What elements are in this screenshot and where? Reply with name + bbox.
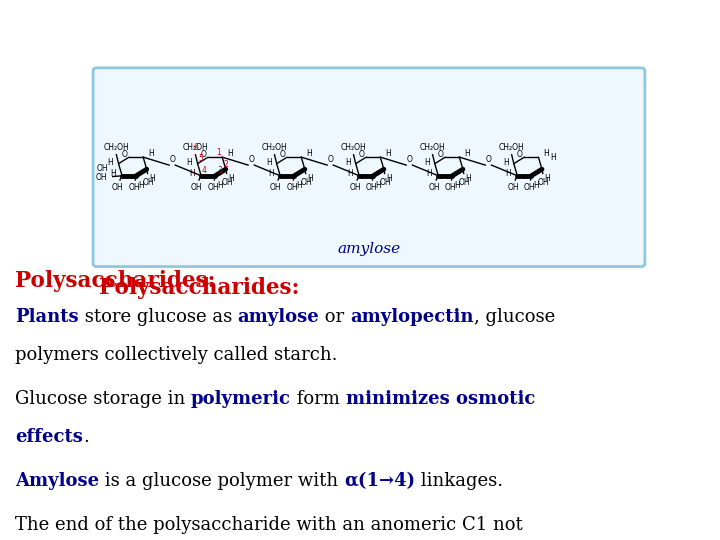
Text: O: O xyxy=(359,150,365,159)
Text: .: . xyxy=(83,428,89,446)
Text: Polysaccharides:: Polysaccharides: xyxy=(99,276,300,299)
Text: OH: OH xyxy=(270,184,282,192)
Text: H: H xyxy=(534,181,539,190)
Text: α(1→4): α(1→4) xyxy=(344,472,415,490)
Text: is a glucose polymer with: is a glucose polymer with xyxy=(99,472,344,490)
Text: The end of the polysaccharide with an anomeric C1 not: The end of the polysaccharide with an an… xyxy=(15,516,523,534)
Text: CH₂OH: CH₂OH xyxy=(104,143,130,152)
Text: amylose: amylose xyxy=(338,242,400,256)
Text: H: H xyxy=(347,169,353,178)
Text: H: H xyxy=(148,149,154,158)
Text: H: H xyxy=(186,158,192,167)
Text: form: form xyxy=(291,390,346,408)
Text: minimizes osmotic: minimizes osmotic xyxy=(346,390,535,408)
Text: H: H xyxy=(138,181,144,190)
Text: OH: OH xyxy=(523,184,535,192)
Text: Amylose: Amylose xyxy=(15,472,99,490)
Text: H: H xyxy=(149,174,155,183)
Text: amylopectin: amylopectin xyxy=(350,308,474,326)
Text: OH: OH xyxy=(349,184,361,192)
Text: O: O xyxy=(485,156,491,164)
Text: H: H xyxy=(385,149,391,158)
Text: linkages.: linkages. xyxy=(415,472,503,490)
Text: H: H xyxy=(110,169,116,178)
FancyBboxPatch shape xyxy=(93,68,645,267)
Text: O: O xyxy=(122,150,127,159)
Text: amylose: amylose xyxy=(238,308,320,326)
Text: , glucose: , glucose xyxy=(474,308,555,326)
Text: 4: 4 xyxy=(202,166,207,175)
Text: effects: effects xyxy=(15,428,83,446)
Text: O: O xyxy=(517,150,523,159)
Text: O: O xyxy=(406,156,413,164)
Text: H: H xyxy=(108,158,114,167)
Text: O: O xyxy=(438,150,444,159)
Text: OH: OH xyxy=(301,178,312,187)
Text: Plants: Plants xyxy=(15,308,78,326)
Text: 1: 1 xyxy=(217,147,221,157)
Text: H: H xyxy=(268,169,274,178)
Text: H: H xyxy=(464,149,470,158)
Text: polymeric: polymeric xyxy=(191,390,291,408)
Text: H: H xyxy=(550,153,556,161)
Text: 5: 5 xyxy=(199,154,204,163)
Text: H: H xyxy=(307,149,312,158)
Text: CH₂OH: CH₂OH xyxy=(261,143,287,152)
Text: OH: OH xyxy=(112,184,124,192)
Text: OH: OH xyxy=(191,184,202,192)
Text: 2: 2 xyxy=(223,160,228,168)
Text: H: H xyxy=(266,158,271,167)
Text: OH: OH xyxy=(222,178,233,187)
Text: H: H xyxy=(505,169,511,178)
Text: OH: OH xyxy=(379,178,392,187)
Text: Glucose storage in: Glucose storage in xyxy=(15,390,191,408)
Text: O: O xyxy=(280,150,286,159)
Text: H: H xyxy=(544,149,549,158)
Text: OH: OH xyxy=(538,178,549,187)
Text: H: H xyxy=(217,181,223,190)
Text: or: or xyxy=(320,308,350,326)
Text: Polysaccharides:: Polysaccharides: xyxy=(15,270,215,292)
Text: OH: OH xyxy=(428,184,440,192)
Text: H: H xyxy=(376,181,382,190)
Text: OH: OH xyxy=(365,184,377,192)
Text: OH: OH xyxy=(287,184,298,192)
Text: OH: OH xyxy=(444,184,456,192)
Text: OH: OH xyxy=(459,178,470,187)
Text: O: O xyxy=(328,156,333,164)
Text: H: H xyxy=(228,149,233,158)
Text: O: O xyxy=(248,156,254,164)
Text: OH: OH xyxy=(143,178,154,187)
Text: O: O xyxy=(201,150,207,159)
Text: polymers collectively called starch.: polymers collectively called starch. xyxy=(15,346,338,364)
Text: OH: OH xyxy=(508,184,519,192)
Text: 6: 6 xyxy=(194,143,198,152)
Text: 3: 3 xyxy=(217,166,222,175)
Text: H: H xyxy=(426,169,432,178)
Text: H: H xyxy=(228,174,234,183)
Text: OH: OH xyxy=(128,184,140,192)
Text: H: H xyxy=(465,174,471,183)
Text: H: H xyxy=(386,174,392,183)
Text: H: H xyxy=(345,158,351,167)
Text: O: O xyxy=(169,156,175,164)
Text: H: H xyxy=(297,181,302,190)
Text: H: H xyxy=(424,158,430,167)
Text: H: H xyxy=(307,174,312,183)
Text: CH₂OH: CH₂OH xyxy=(183,143,208,152)
Text: OH: OH xyxy=(96,173,107,183)
Text: CH₂OH: CH₂OH xyxy=(499,143,525,152)
Text: H: H xyxy=(189,169,194,178)
Text: store glucose as: store glucose as xyxy=(78,308,238,326)
Text: CH₂OH: CH₂OH xyxy=(420,143,446,152)
Text: OH: OH xyxy=(207,184,219,192)
Text: H: H xyxy=(503,158,509,167)
Text: OH: OH xyxy=(96,164,108,173)
Text: H: H xyxy=(454,181,460,190)
Text: H: H xyxy=(544,174,550,183)
Text: CH₂OH: CH₂OH xyxy=(341,143,366,152)
